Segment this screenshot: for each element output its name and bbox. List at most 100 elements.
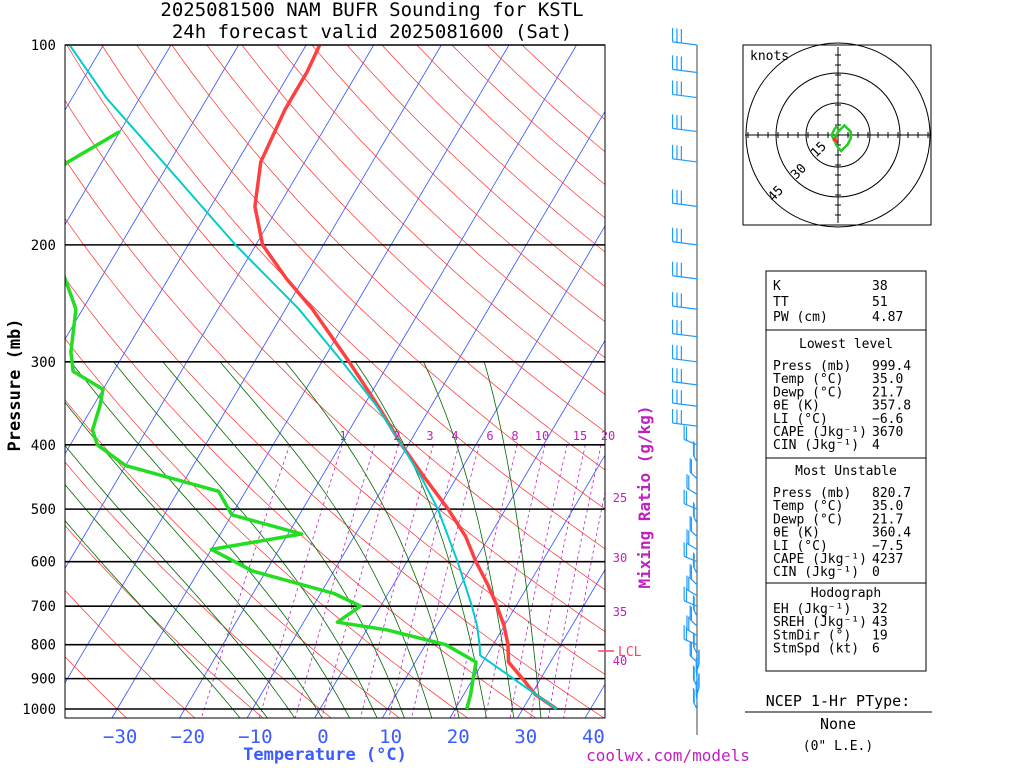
dry-adiabat [101, 45, 605, 550]
isotherm [65, 45, 375, 570]
pw-label: PW (cm) [773, 310, 828, 325]
lcl-label: LCL [618, 645, 642, 660]
pressure-tick-label: 300 [31, 355, 56, 371]
stat-label: EH (Jkg⁻¹) [773, 602, 851, 617]
footer-url: coolwx.com/models [586, 746, 750, 765]
temperature-tick-label: 0 [317, 726, 328, 748]
pw-value: 4.87 [872, 310, 903, 325]
moist-adiabat [70, 361, 351, 718]
dry-adiabat [136, 45, 605, 510]
stat-value: 35.0 [872, 499, 903, 514]
wind-barb-staff [672, 241, 698, 246]
stat-value: 32 [872, 602, 888, 617]
title-line-2: 24h forecast valid 2025081600 (Sat) [172, 21, 572, 43]
stat-label: CAPE (Jkg⁻¹) [773, 425, 867, 440]
temperature-tick-label: −30 [103, 726, 137, 748]
hodograph-ring-label: 30 [788, 161, 810, 183]
wind-barb [692, 632, 698, 654]
isotherm [65, 45, 239, 340]
dry-adiabat [451, 45, 605, 186]
wind-barb [689, 605, 698, 627]
wind-barb-staff [672, 158, 698, 163]
moist-adiabat [113, 361, 378, 718]
moist-adiabat [65, 520, 241, 718]
stat-value: 3670 [872, 425, 903, 440]
mixing-ratio-line [388, 444, 460, 718]
dry-adiabat [381, 45, 605, 253]
stat-label: SREH (Jkg⁻¹) [773, 615, 867, 630]
mixing-ratio-tick-label: 6 [486, 429, 493, 443]
k-value: 38 [872, 279, 888, 294]
moist-adiabat [284, 361, 460, 718]
moist-adiabat [219, 361, 433, 718]
mixing-ratio-line [547, 444, 602, 718]
mixing-ratio-tick-label: 40 [613, 654, 627, 668]
wind-barb [689, 641, 698, 663]
pressure-tick-label: 400 [31, 438, 56, 454]
isotherm [65, 45, 172, 226]
plot-frame [64, 44, 606, 719]
wind-barb [695, 680, 698, 702]
hodograph-panel-header: Hodograph [811, 586, 881, 601]
wind-barb-staff [672, 422, 698, 427]
ptype-value: None [820, 715, 856, 733]
wind-barb-staff [672, 202, 698, 207]
stat-label: Dewp (°C) [773, 512, 843, 527]
mixing-ratio-line [453, 444, 518, 718]
dry-adiabat [346, 45, 605, 288]
wind-barb [671, 55, 698, 74]
wind-barb-staff [672, 305, 698, 310]
dry-adiabat [65, 277, 537, 718]
hodograph-units: knots [750, 49, 789, 64]
mixing-ratio-tick-label: 2 [393, 429, 400, 443]
stat-label: Press (mb) [773, 486, 851, 501]
hodograph-ring-label: 15 [808, 139, 830, 161]
storm-motion-marker [832, 136, 838, 144]
wind-barb [671, 389, 698, 407]
temperature-tick-label: −10 [238, 726, 272, 748]
isotherm [517, 568, 605, 718]
stat-label: CIN (Jkg⁻¹) [773, 438, 859, 453]
wind-barb [671, 319, 698, 338]
ptype-header: NCEP 1-Hr PType: [766, 692, 911, 710]
wind-barb [689, 516, 698, 538]
stat-label: CAPE (Jkg⁻¹) [773, 552, 867, 567]
dry-adiabat [65, 337, 469, 718]
dry-adiabat [241, 45, 605, 395]
temperature-profile [253, 45, 558, 711]
lowest-level-header: Lowest level [799, 337, 893, 352]
wind-barb [692, 595, 698, 617]
isotherm [179, 45, 577, 718]
wind-barb [671, 367, 698, 386]
pressure-axis: 100 200 300 400 500 600 700 800 900 1000 [22, 38, 56, 718]
mixing-ratio-line [509, 444, 568, 718]
mixing-ratio-line [563, 490, 605, 718]
wind-barb [692, 502, 698, 524]
parcel-profile [68, 45, 558, 710]
dry-adiabat [65, 525, 264, 718]
stat-label: Temp (°C) [773, 372, 843, 387]
wind-barb [671, 227, 698, 246]
wind-barb-staff [672, 402, 698, 407]
stat-label: θE (K) [773, 526, 820, 541]
ptype-note: (0" L.E.) [803, 739, 873, 754]
moist-adiabat [483, 361, 542, 718]
stat-value: −7.5 [872, 539, 903, 554]
isotherm [65, 45, 307, 455]
wind-barb [683, 542, 698, 563]
wind-barb [686, 615, 698, 637]
stat-value: 820.7 [872, 486, 911, 501]
temperature-axis: −30 −20 −10 0 10 20 30 40 [103, 726, 605, 748]
dry-adiabat [65, 399, 401, 718]
stat-label: Temp (°C) [773, 499, 843, 514]
wind-barb [692, 665, 698, 687]
wind-barb [686, 474, 698, 495]
mixing-ratio-line [484, 444, 546, 718]
mixing-ratio-line [411, 444, 480, 718]
tt-value: 51 [872, 295, 888, 310]
moist-adiabat [65, 401, 323, 718]
temperature-tick-label: 30 [514, 726, 537, 748]
moist-adiabat [65, 484, 268, 718]
stat-value: 35.0 [872, 372, 903, 387]
